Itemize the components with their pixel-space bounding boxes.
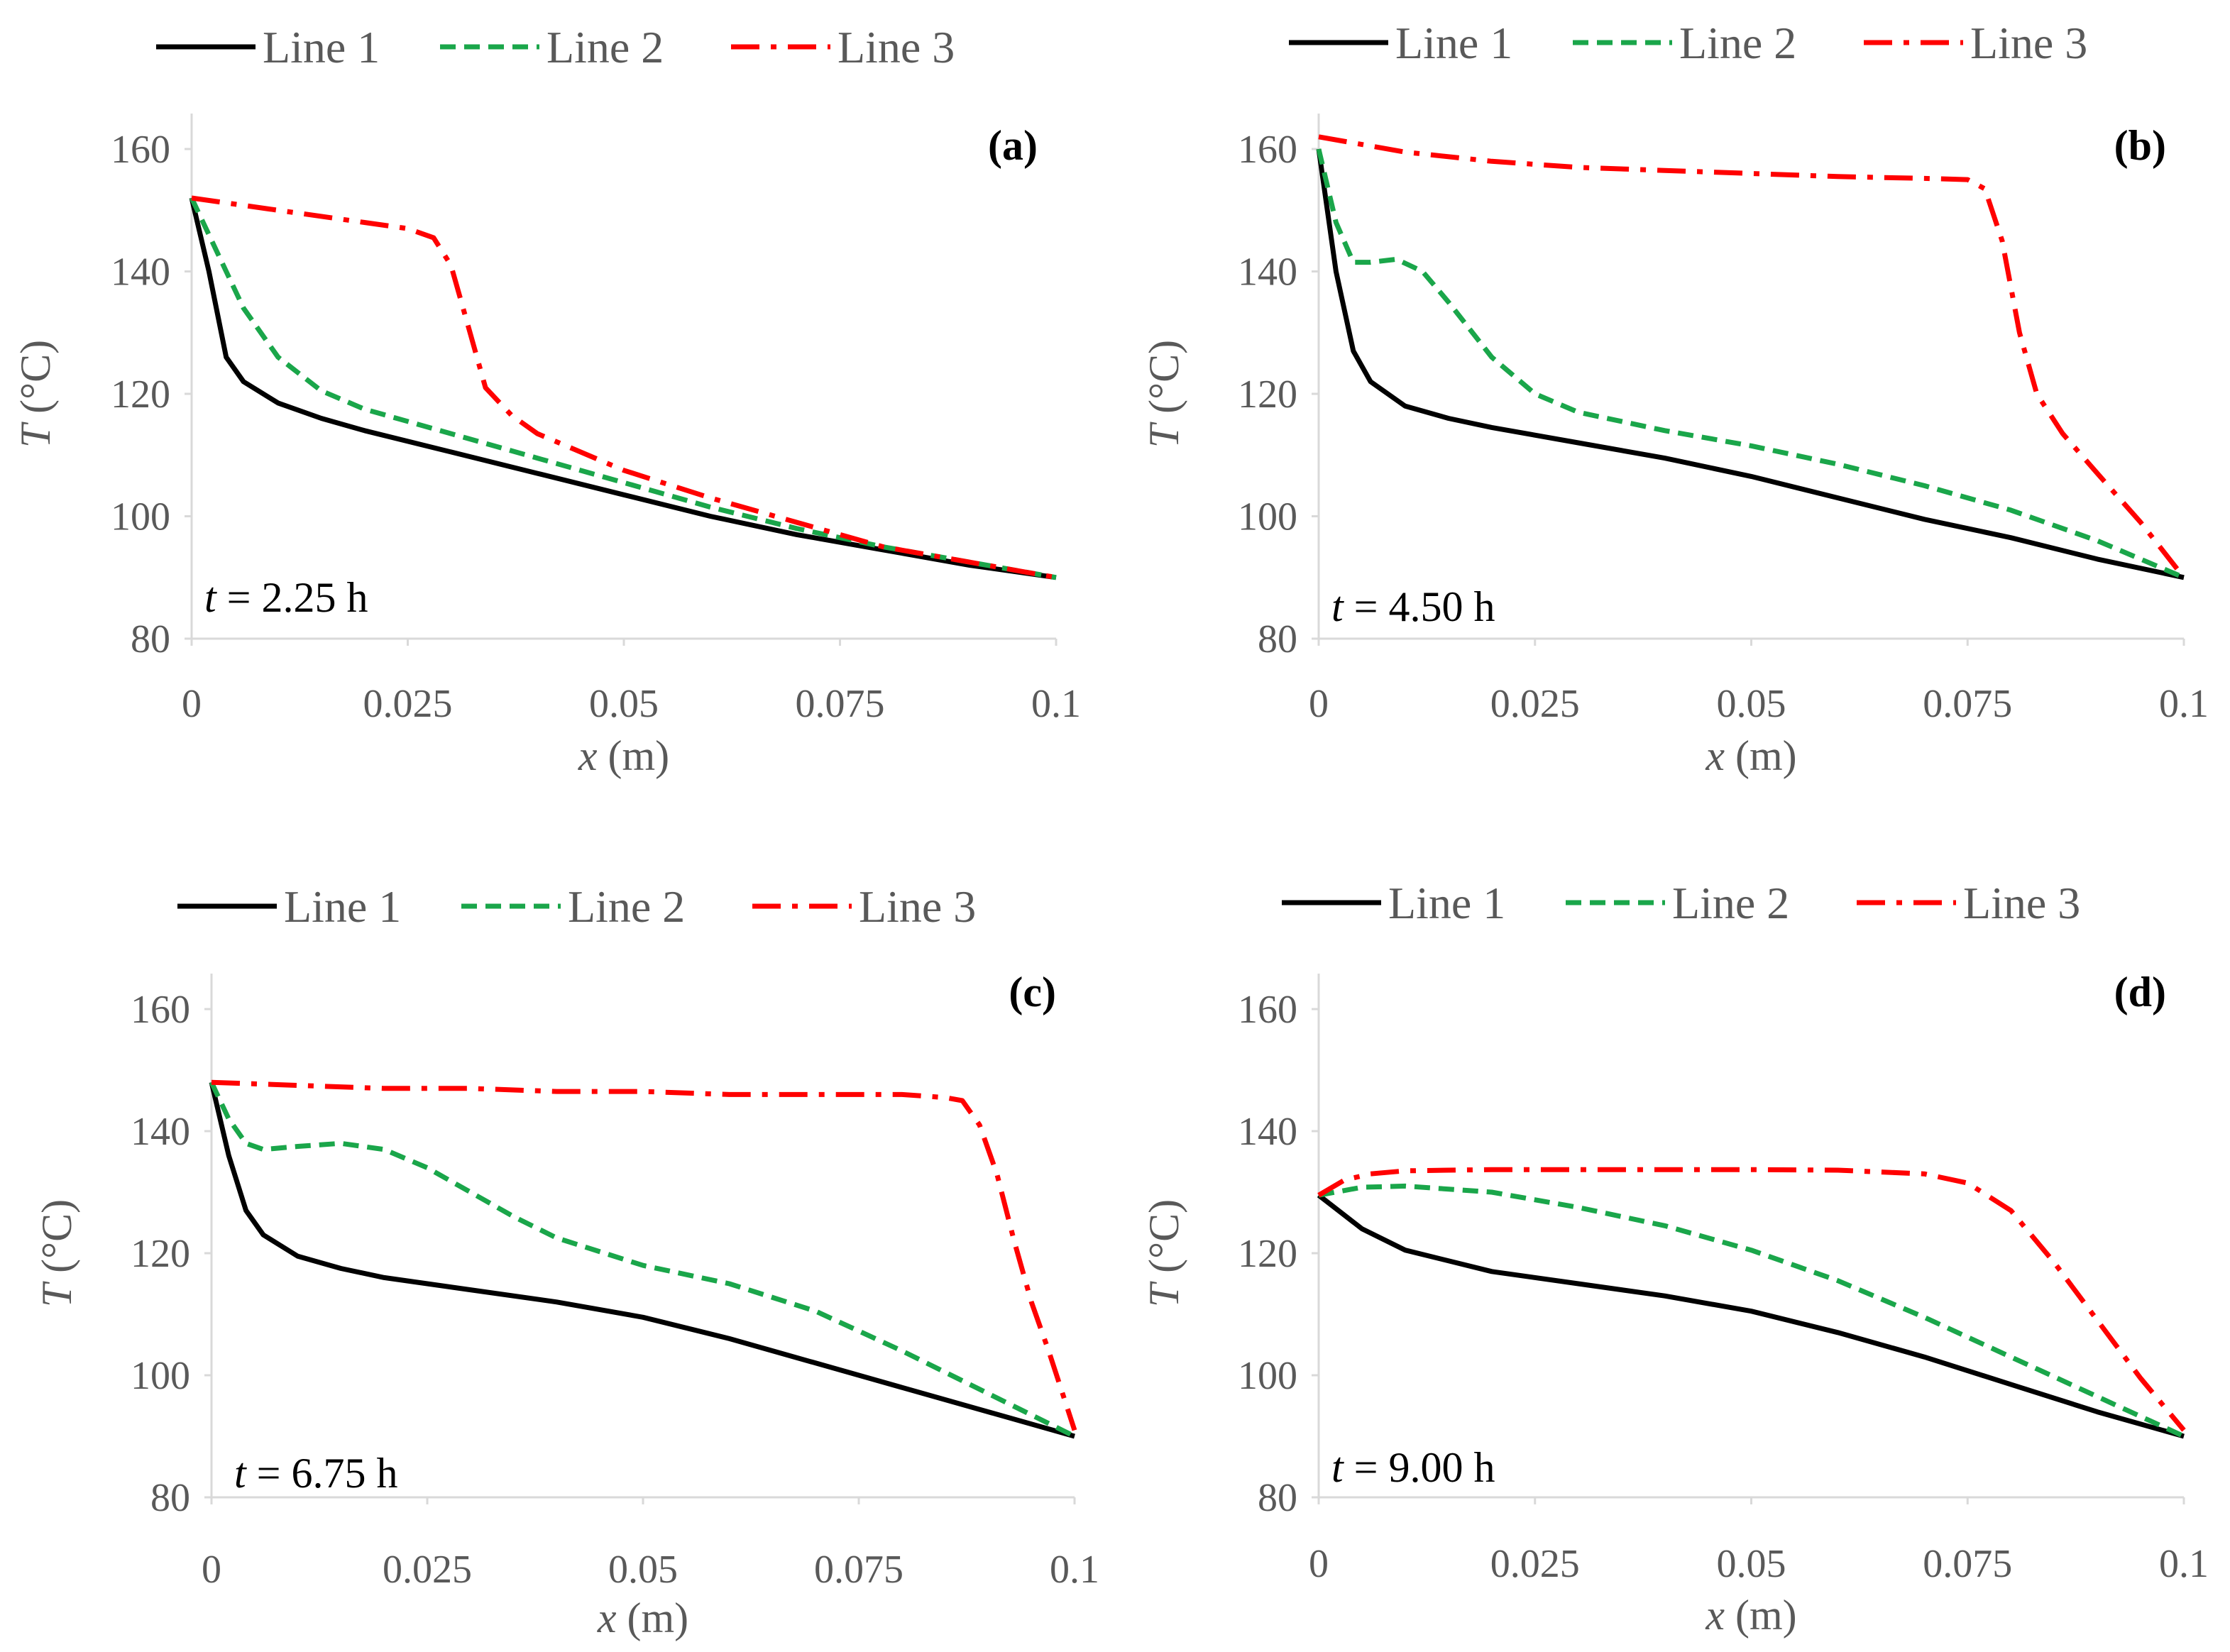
legend: Line 1 Line 2 Line 3 [1289,18,2087,68]
x-tick-label: 0.1 [2159,1542,2209,1586]
panel-label: (a) [988,122,1038,169]
x-tick-label: 0.05 [589,682,659,726]
time-label: t = 6.75 h [234,1450,398,1497]
series-line-3 [211,1079,1077,1431]
x-tick-label: 0 [1309,682,1329,726]
x-tick-label: 0.025 [1490,1542,1580,1586]
y-tick-label: 80 [1258,617,1297,661]
y-tick-label: 100 [111,495,170,539]
legend-label-line-2: Line 2 [546,22,664,72]
chart-panel-a: Line 1 Line 2 Line 3 80 100 120 140 160 0 0.025 0.… [12,22,1081,779]
legend-label-line-1: Line 1 [1388,878,1505,928]
y-tick-label: 120 [1238,373,1297,417]
series-line-1 [209,1081,1075,1439]
y-tick-label: 80 [1258,1476,1297,1520]
y-tick-label: 140 [111,250,170,294]
y-tick-label: 120 [1238,1232,1297,1276]
series-line-2 [189,197,1057,580]
series-line-2 [1318,1183,2185,1439]
y-axis-title: T (°C) [12,340,59,448]
x-tick-label: 0.075 [1923,1542,2012,1586]
y-axis-title: T (°C) [33,1199,80,1307]
series-line-3 [191,195,1057,580]
series-line-2 [209,1081,1076,1439]
x-tick-label: 0.075 [796,682,885,726]
y-axis-title: T (°C) [1141,340,1187,448]
x-tick-label: 0.025 [1490,682,1580,726]
y-tick-label: 100 [1238,495,1297,539]
y-tick-label: 140 [1238,1110,1297,1154]
x-tick-label: 0 [182,682,202,726]
time-label: t = 9.00 h [1331,1444,1495,1491]
y-tick-label: 80 [131,617,170,661]
legend-label-line-2: Line 2 [568,881,685,932]
series-line-1 [189,197,1057,580]
chart-panel-b: Line 1 Line 2 Line 3 80 100 120 140 160 0 0.025 0.… [1141,18,2209,779]
legend-label-line-2: Line 2 [1672,878,1789,928]
y-tick-label: 160 [131,988,190,1032]
time-label: t = 2.25 h [204,574,368,621]
y-tick-label: 160 [111,128,170,172]
series-line-1 [1316,148,2185,580]
chart-panel-d: Line 1 Line 2 Line 3 80 100 120 140 160 0 0.025 0.… [1141,878,2209,1639]
x-tick-label: 0 [202,1548,221,1592]
x-tick-label: 0.05 [608,1548,678,1592]
series-line-1 [1317,1193,2185,1439]
series-line-3 [1318,134,2186,579]
y-tick-label: 140 [1238,250,1297,294]
y-tick-label: 100 [131,1354,190,1398]
legend-label-line-3: Line 3 [859,881,976,932]
legend: Line 1 Line 2 Line 3 [156,22,955,72]
x-tick-label: 0.1 [1031,682,1081,726]
panel-label: (c) [1009,969,1056,1015]
y-tick-label: 120 [131,1232,190,1276]
series-line-2 [1316,148,2185,580]
y-tick-label: 140 [131,1110,190,1154]
x-axis-title: x (m) [578,732,669,779]
y-tick-label: 100 [1238,1354,1297,1398]
x-tick-label: 0.075 [814,1548,903,1592]
legend-label-line-1: Line 1 [1395,18,1512,68]
legend-label-line-3: Line 3 [837,22,955,72]
series-line-3 [1317,1167,2186,1432]
legend-label-line-3: Line 3 [1963,878,2080,928]
legend-label-line-1: Line 1 [263,22,380,72]
x-axis-title: x (m) [1705,732,1796,779]
x-tick-label: 0.1 [1050,1548,1099,1592]
x-tick-label: 0.05 [1717,1542,1786,1586]
chart-panel-c: Line 1 Line 2 Line 3 80 100 120 140 160 0 0.025 0.… [33,881,1099,1641]
time-label: t = 4.50 h [1331,583,1495,630]
x-tick-label: 0.025 [363,682,453,726]
panel-label: (d) [2114,969,2166,1015]
x-tick-label: 0 [1309,1542,1329,1586]
panel-label: (b) [2114,122,2166,169]
y-tick-label: 120 [111,373,170,417]
legend-label-line-2: Line 2 [1679,18,1796,68]
legend: Line 1 Line 2 Line 3 [1282,878,2080,928]
y-tick-label: 80 [150,1476,190,1520]
x-tick-label: 0.025 [383,1548,472,1592]
legend: Line 1 Line 2 Line 3 [177,881,976,932]
x-axis-title: x (m) [1705,1592,1796,1639]
y-tick-label: 160 [1238,988,1297,1032]
x-axis-title: x (m) [597,1595,688,1641]
x-tick-label: 0.075 [1923,682,2012,726]
x-tick-label: 0.05 [1717,682,1786,726]
legend-label-line-3: Line 3 [1970,18,2087,68]
x-tick-label: 0.1 [2159,682,2209,726]
legend-label-line-1: Line 1 [284,881,401,932]
y-axis-title: T (°C) [1141,1199,1187,1307]
y-tick-label: 160 [1238,128,1297,172]
